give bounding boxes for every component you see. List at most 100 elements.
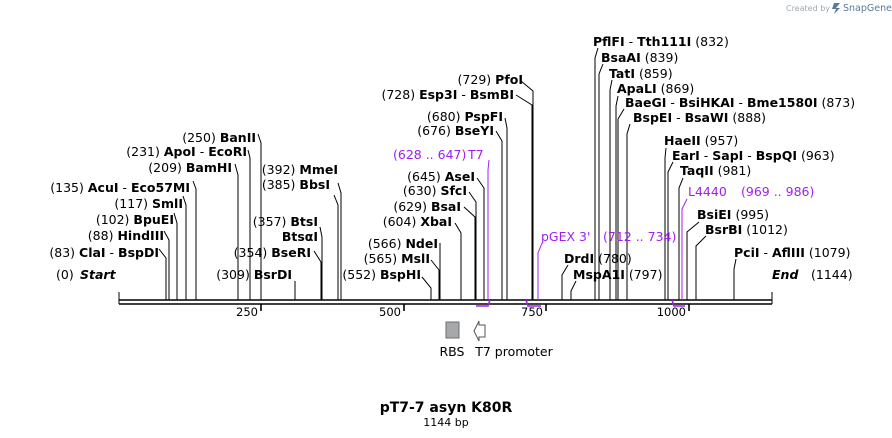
enzyme-bspei[interactable]: BspEI - BsaWI (888) bbox=[633, 110, 766, 125]
enzyme-clai-pos: (83) bbox=[49, 245, 75, 260]
end-pos: (1144) bbox=[811, 267, 853, 282]
svg-text:(566) NdeI: (566) NdeI bbox=[368, 236, 438, 251]
enzyme-bpuei[interactable]: (102) BpuEI bbox=[96, 212, 174, 227]
enzyme-bpuei-pos: (102) bbox=[96, 212, 130, 227]
primer-pgex3[interactable]: pGEX 3' (712 .. 734) bbox=[525, 229, 676, 307]
enzyme-bseyi[interactable]: (676) BseYI bbox=[417, 123, 494, 138]
enzyme-tati[interactable]: TatI (859) bbox=[609, 66, 673, 81]
enzyme-bbsi[interactable]: (385) BbsI bbox=[262, 177, 330, 192]
svg-text:(645) AseI: (645) AseI bbox=[407, 169, 475, 184]
enzyme-sfci-name: SfcI bbox=[440, 183, 467, 198]
enzyme-asei-name: AseI bbox=[445, 169, 475, 184]
enzyme-apali[interactable]: ApaLI (869) bbox=[617, 81, 694, 96]
enzyme-bsphi-name: BspHI bbox=[380, 267, 421, 282]
enzyme-pflfi[interactable]: PflFI - Tth111I (832) bbox=[593, 34, 729, 49]
enzyme-bsphi-pos: (552) bbox=[342, 267, 376, 282]
enzyme-asei-pos: (645) bbox=[407, 169, 441, 184]
svg-text:(676) BseYI: (676) BseYI bbox=[417, 123, 494, 138]
primer-t7-name: T7 bbox=[467, 147, 484, 162]
tick-label-1000: 1000 bbox=[657, 305, 686, 319]
enzyme-ndei[interactable]: (566) NdeI bbox=[368, 236, 438, 251]
enzyme-esp3i[interactable]: (728) Esp3I - BsmBI bbox=[381, 87, 514, 102]
enzyme-bseri[interactable]: (354) BseRI bbox=[234, 245, 311, 260]
enzyme-taqii-pos: (981) bbox=[718, 163, 752, 178]
enzyme-bsaai[interactable]: BsaAI (839) bbox=[601, 50, 678, 65]
primer-l4440[interactable]: L4440 (969 .. 986) bbox=[671, 184, 814, 307]
enzyme-bsphi[interactable]: (552) BspHI bbox=[342, 267, 421, 282]
enzyme-bspei-name: BspEI bbox=[633, 110, 672, 125]
enzyme-bsaai-name: BsaAI bbox=[601, 50, 641, 65]
feature-rbs[interactable]: RBS bbox=[440, 321, 465, 359]
enzyme-baegi-pos: (873) bbox=[822, 95, 856, 110]
enzyme-msli-pos: (565) bbox=[364, 251, 398, 266]
enzyme-pspfi-name: PspFI bbox=[464, 109, 503, 124]
enzyme-esp3i-pos: (728) bbox=[381, 87, 415, 102]
enzyme-xbai[interactable]: (604) XbaI bbox=[383, 214, 452, 229]
enzyme-bamhi[interactable]: (209) BamHI bbox=[148, 160, 232, 175]
enzyme-msli[interactable]: (565) MslI bbox=[364, 251, 430, 266]
enzyme-clai[interactable]: (83) ClaI - BspDI bbox=[49, 245, 159, 260]
svg-text:(250) BanII: (250) BanII bbox=[182, 130, 256, 145]
svg-text:HaeII (957): HaeII (957) bbox=[664, 133, 738, 148]
primer-pgex3-arrow-icon bbox=[525, 299, 541, 307]
enzyme-mspa1i-name: MspA1I bbox=[573, 267, 625, 282]
enzyme-acui[interactable]: (135) AcuI - Eco57MI bbox=[50, 180, 190, 195]
enzyme-tati-name: TatI bbox=[609, 66, 635, 81]
svg-text:(729) PfoI: (729) PfoI bbox=[458, 72, 523, 87]
primer-t7-range: (628 .. 647) bbox=[393, 147, 466, 162]
enzyme-ecori-name: EcoRI bbox=[208, 144, 247, 159]
tick-label-250: 250 bbox=[236, 305, 258, 319]
enzyme-apoi[interactable]: (231) ApoI - EcoRI bbox=[126, 144, 247, 159]
enzyme-bseyi-name: BseYI bbox=[455, 123, 494, 138]
enzyme-bsiei[interactable]: BsiEI (995) bbox=[697, 207, 769, 222]
enzyme-hindiii[interactable]: (88) HindIII bbox=[88, 228, 164, 243]
enzyme-bsai[interactable]: (629) BsaI bbox=[393, 199, 461, 214]
enzyme-btsi[interactable]: (357) BtsI bbox=[253, 214, 318, 229]
enzyme-acui-name: AcuI bbox=[88, 180, 119, 195]
svg-text:ApaLI (869): ApaLI (869) bbox=[617, 81, 694, 96]
enzyme-pfoi[interactable]: (729) PfoI bbox=[458, 72, 523, 87]
enzyme-haeii[interactable]: HaeII (957) bbox=[664, 133, 738, 148]
enzyme-pcii[interactable]: PciI - AflIII (1079) bbox=[734, 245, 850, 260]
enzyme-smli-pos: (117) bbox=[114, 196, 148, 211]
t7-promoter-label: T7 promoter bbox=[474, 344, 553, 359]
enzyme-taqii-name: TaqII bbox=[680, 163, 714, 178]
enzyme-baegi[interactable]: BaeGI - BsiHKAI - Bme1580I (873) bbox=[625, 95, 855, 110]
feature-t7-promoter[interactable]: T7 promoter bbox=[473, 320, 554, 359]
enzyme-bsai-name: BsaI bbox=[431, 199, 461, 214]
promoter-arrow-icon bbox=[473, 320, 486, 342]
svg-text:(630) SfcI: (630) SfcI bbox=[403, 183, 467, 198]
enzyme-smli[interactable]: (117) SmlI bbox=[114, 196, 183, 211]
svg-text:BsiEI (995): BsiEI (995) bbox=[697, 207, 769, 222]
enzyme-pflfi-pos: (832) bbox=[695, 34, 729, 49]
enzyme-pspfi[interactable]: (680) PspFI bbox=[427, 109, 503, 124]
enzyme-bsawi-name: BsaWI bbox=[685, 110, 729, 125]
enzyme-mmei-name: MmeI bbox=[299, 162, 338, 177]
enzyme-bseyi-pos: (676) bbox=[417, 123, 451, 138]
start-label: Start bbox=[80, 267, 117, 282]
enzyme-drdi[interactable]: DrdI (780) bbox=[564, 251, 632, 266]
tick-label-750: 750 bbox=[521, 305, 543, 319]
enzyme-mmei[interactable]: (392) MmeI bbox=[262, 162, 338, 177]
enzyme-bsrbi[interactable]: BsrBI (1012) bbox=[705, 222, 788, 237]
enzyme-pfoi-pos: (729) bbox=[458, 72, 492, 87]
enzyme-haeii-name: HaeII bbox=[664, 133, 701, 148]
enzyme-asei[interactable]: (645) AseI bbox=[407, 169, 475, 184]
enzyme-btsai[interactable]: BtsαI bbox=[282, 229, 318, 244]
enzyme-mspa1i[interactable]: MspA1I (797) bbox=[573, 267, 662, 282]
svg-text:(209) BamHI: (209) BamHI bbox=[148, 160, 232, 175]
enzyme-banii[interactable]: (250) BanII bbox=[182, 130, 256, 145]
enzyme-bsrdi[interactable]: (309) BsrDI bbox=[216, 267, 292, 282]
enzyme-sfci[interactable]: (630) SfcI bbox=[403, 183, 467, 198]
enzyme-taqii[interactable]: TaqII (981) bbox=[680, 163, 751, 178]
enzyme-ndei-pos: (566) bbox=[368, 236, 402, 251]
plasmid-name: pT7-7 asyn K80R bbox=[380, 400, 513, 416]
svg-text:BsrBI (1012): BsrBI (1012) bbox=[705, 222, 788, 237]
enzyme-smli-name: SmlI bbox=[152, 196, 183, 211]
enzyme-tth111i-name: Tth111I bbox=[637, 34, 691, 49]
primer-t7[interactable]: (628 .. 647) T7 bbox=[393, 147, 491, 307]
enzyme-bspei-pos: (888) bbox=[732, 110, 766, 125]
enzyme-bpuei-name: BpuEI bbox=[133, 212, 174, 227]
enzyme-eari[interactable]: EarI - SapI - BspQI (963) bbox=[672, 148, 835, 163]
